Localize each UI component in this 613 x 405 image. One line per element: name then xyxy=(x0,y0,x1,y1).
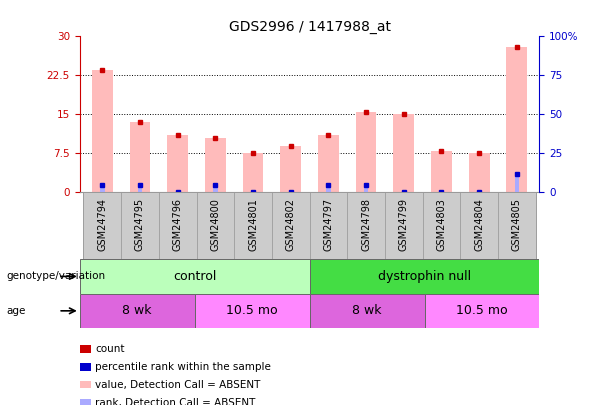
Bar xyxy=(138,185,142,192)
Bar xyxy=(424,294,539,328)
Bar xyxy=(234,192,272,259)
Text: GSM24801: GSM24801 xyxy=(248,198,258,251)
Text: GSM24795: GSM24795 xyxy=(135,198,145,251)
Bar xyxy=(310,192,347,259)
Text: GSM24800: GSM24800 xyxy=(210,198,220,251)
Text: percentile rank within the sample: percentile rank within the sample xyxy=(95,362,271,372)
Text: GSM24799: GSM24799 xyxy=(399,198,409,251)
Bar xyxy=(272,192,310,259)
Bar xyxy=(195,294,310,328)
Bar xyxy=(159,192,197,259)
Bar xyxy=(167,135,188,192)
Text: value, Detection Call = ABSENT: value, Detection Call = ABSENT xyxy=(95,380,261,390)
Bar xyxy=(310,259,539,294)
Text: GSM24803: GSM24803 xyxy=(436,198,446,251)
Title: GDS2996 / 1417988_at: GDS2996 / 1417988_at xyxy=(229,20,390,34)
Text: genotype/variation: genotype/variation xyxy=(6,271,105,281)
Text: rank, Detection Call = ABSENT: rank, Detection Call = ABSENT xyxy=(95,398,256,405)
Text: 10.5 mo: 10.5 mo xyxy=(226,304,278,318)
Bar xyxy=(394,115,414,192)
Text: 10.5 mo: 10.5 mo xyxy=(456,304,508,318)
Text: GSM24797: GSM24797 xyxy=(324,198,333,251)
Bar xyxy=(347,192,385,259)
Text: GSM24796: GSM24796 xyxy=(173,198,183,251)
Bar xyxy=(213,185,218,192)
Bar xyxy=(243,153,264,192)
Bar xyxy=(469,153,490,192)
Bar xyxy=(422,192,460,259)
Text: GSM24794: GSM24794 xyxy=(97,198,107,251)
Bar xyxy=(92,70,113,192)
Bar xyxy=(385,192,422,259)
Bar xyxy=(318,135,339,192)
Bar xyxy=(83,192,121,259)
Bar xyxy=(326,185,330,192)
Bar xyxy=(197,192,234,259)
Bar xyxy=(280,145,301,192)
Bar xyxy=(129,122,150,192)
Bar xyxy=(431,151,452,192)
Text: 8 wk: 8 wk xyxy=(352,304,382,318)
Bar xyxy=(121,192,159,259)
Bar xyxy=(356,112,376,192)
Text: age: age xyxy=(6,306,26,316)
Text: control: control xyxy=(173,270,216,283)
Bar xyxy=(80,294,195,328)
Text: dystrophin null: dystrophin null xyxy=(378,270,471,283)
Text: count: count xyxy=(95,344,124,354)
Bar xyxy=(506,47,527,192)
Bar xyxy=(310,294,424,328)
Bar xyxy=(364,185,368,192)
Bar xyxy=(460,192,498,259)
Text: GSM24805: GSM24805 xyxy=(512,198,522,251)
Text: 8 wk: 8 wk xyxy=(123,304,152,318)
Bar xyxy=(205,138,226,192)
Text: GSM24802: GSM24802 xyxy=(286,198,295,251)
Bar xyxy=(514,174,519,192)
Text: GSM24804: GSM24804 xyxy=(474,198,484,251)
Bar xyxy=(80,259,310,294)
Text: GSM24798: GSM24798 xyxy=(361,198,371,251)
Bar xyxy=(100,185,105,192)
Bar xyxy=(498,192,536,259)
